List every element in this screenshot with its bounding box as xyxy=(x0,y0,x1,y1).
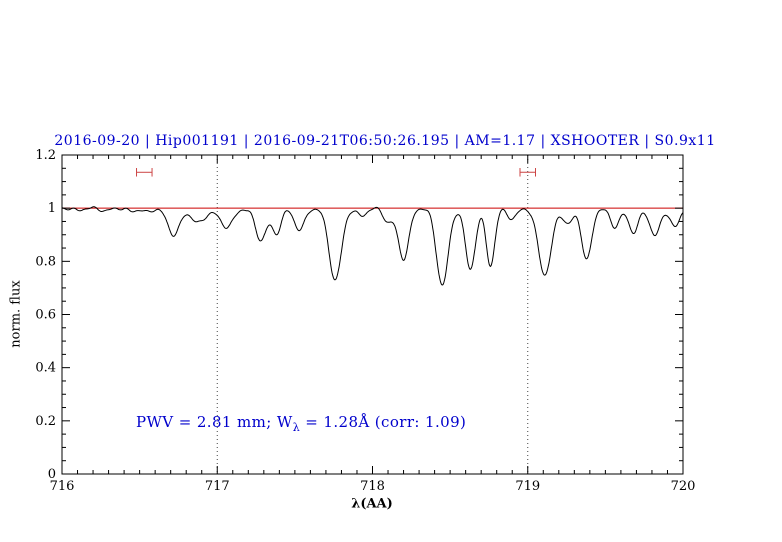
pwv-annotation: PWV = 2.81 mm; Wλ = 1.28Å (corr: 1.09) xyxy=(136,413,466,434)
y-tick-label: 0.6 xyxy=(35,308,56,323)
x-tick-label: 719 xyxy=(515,479,540,494)
x-axis-label: λ(AA) xyxy=(351,496,393,512)
x-tick-label: 720 xyxy=(671,479,696,494)
spectrum-line xyxy=(61,206,684,286)
y-tick-label: 0 xyxy=(48,467,56,482)
annotation-text-right: = 1.28Å (corr: 1.09) xyxy=(300,413,467,431)
y-tick-label: 1 xyxy=(48,201,56,216)
annotation-lambda-subscript: λ xyxy=(292,421,301,434)
x-tick-label: 716 xyxy=(50,479,75,494)
x-tick-label: 717 xyxy=(205,479,230,494)
x-tick-label: 718 xyxy=(360,479,385,494)
y-tick-label: 0.4 xyxy=(35,361,56,376)
annotation-text-left: PWV = 2.81 mm; W xyxy=(136,413,293,431)
y-tick-label: 0.2 xyxy=(35,414,56,429)
y-tick-label: 1.2 xyxy=(35,148,56,163)
plot-title: 2016-09-20 | Hip001191 | 2016-09-21T06:5… xyxy=(54,133,716,149)
y-tick-label: 0.8 xyxy=(35,254,56,269)
y-axis-label: norm. flux xyxy=(8,280,24,348)
